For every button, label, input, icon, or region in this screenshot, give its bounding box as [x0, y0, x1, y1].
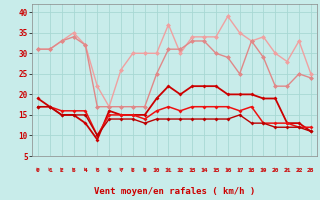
X-axis label: Vent moyen/en rafales ( km/h ): Vent moyen/en rafales ( km/h )	[94, 187, 255, 196]
